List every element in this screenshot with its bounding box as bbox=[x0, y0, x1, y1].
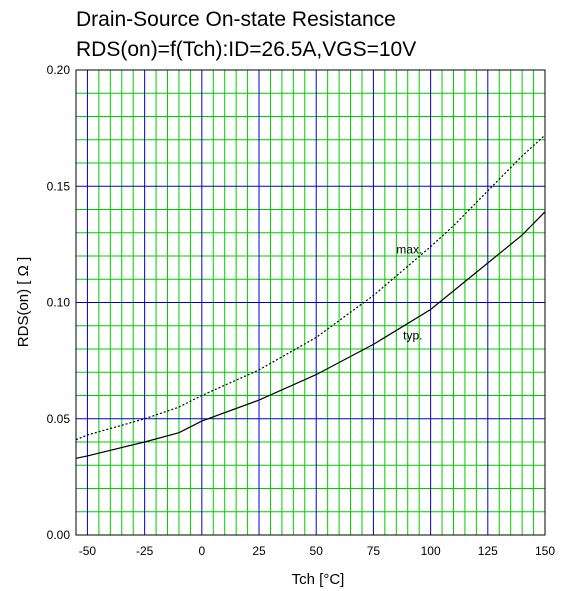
annotation-label: typ. bbox=[403, 329, 422, 343]
x-tick-label: -25 bbox=[136, 544, 154, 558]
y-axis-ticks: 0.00 0.05 0.10 0.15 0.20 bbox=[47, 63, 71, 542]
chart-title-line-1: Drain-Source On-state Resistance bbox=[76, 8, 396, 31]
x-tick-label: 25 bbox=[252, 544, 266, 558]
y-tick-label: 0.00 bbox=[47, 528, 71, 542]
major-grid bbox=[76, 69, 546, 536]
y-tick-label: 0.10 bbox=[47, 296, 71, 310]
x-axis-label: Tch [°C] bbox=[292, 571, 345, 588]
x-tick-label: 150 bbox=[535, 544, 555, 558]
x-tick-label: 125 bbox=[478, 544, 498, 558]
y-tick-label: 0.05 bbox=[47, 412, 71, 426]
y-tick-label: 0.15 bbox=[47, 179, 71, 193]
x-axis-ticks: -50 -25 0 25 50 75 100 125 150 bbox=[79, 544, 556, 558]
chart-title-line-2: RDS(on)=f(Tch):ID=26.5A,VGS=10V bbox=[76, 38, 416, 61]
series-line-typ bbox=[75, 211, 546, 459]
plot-frame bbox=[75, 69, 546, 536]
series-line-max bbox=[75, 134, 546, 441]
x-tick-label: 0 bbox=[198, 544, 205, 558]
series-layer bbox=[75, 134, 546, 459]
x-tick-label: 75 bbox=[367, 544, 381, 558]
y-tick-label: 0.20 bbox=[47, 63, 71, 77]
y-axis-label: RDS(on) [ Ω ] bbox=[15, 257, 32, 347]
annotations: max. typ. bbox=[396, 243, 422, 343]
x-tick-label: 100 bbox=[421, 544, 441, 558]
annotation-label: max. bbox=[396, 243, 422, 257]
x-tick-label: -50 bbox=[79, 544, 97, 558]
x-tick-label: 50 bbox=[310, 544, 324, 558]
